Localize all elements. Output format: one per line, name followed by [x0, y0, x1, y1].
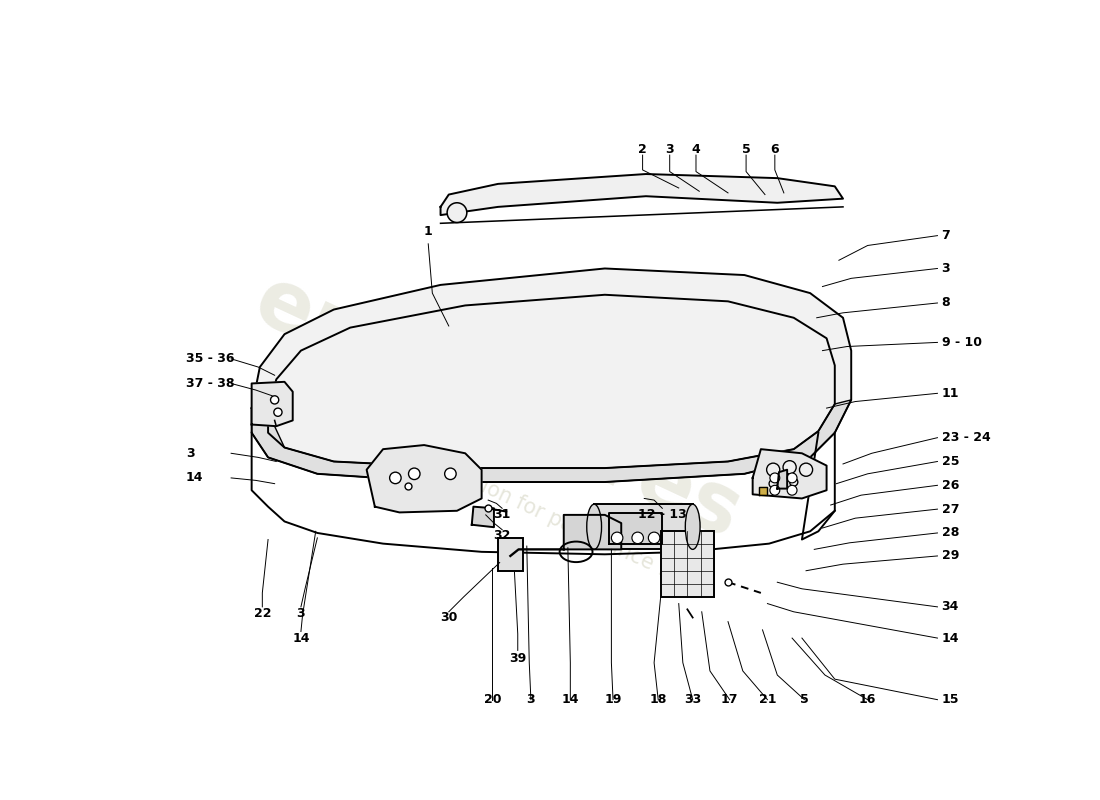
Text: 22: 22	[254, 607, 271, 620]
Ellipse shape	[685, 504, 700, 550]
Text: 1: 1	[424, 225, 432, 238]
Text: 14: 14	[942, 631, 959, 645]
Text: 29: 29	[942, 550, 959, 562]
Text: 3: 3	[942, 262, 950, 275]
Text: 9 - 10: 9 - 10	[942, 336, 981, 349]
Bar	[498, 538, 522, 570]
Text: 3: 3	[527, 693, 536, 706]
Circle shape	[389, 472, 402, 484]
Text: 14: 14	[562, 693, 579, 706]
Circle shape	[648, 532, 660, 544]
Text: 33: 33	[684, 693, 702, 706]
Ellipse shape	[586, 504, 602, 550]
Circle shape	[274, 408, 282, 416]
Circle shape	[770, 486, 780, 495]
Circle shape	[271, 396, 278, 404]
Polygon shape	[252, 400, 851, 482]
Text: 11: 11	[942, 387, 959, 400]
Text: 35 - 36: 35 - 36	[186, 352, 234, 366]
Text: 15: 15	[942, 693, 959, 706]
Circle shape	[408, 468, 420, 479]
Text: 2: 2	[638, 143, 647, 156]
Polygon shape	[440, 174, 843, 215]
Circle shape	[790, 478, 798, 486]
Text: 21: 21	[759, 693, 777, 706]
Text: 3: 3	[297, 607, 305, 620]
Circle shape	[444, 468, 456, 479]
Text: 6: 6	[770, 143, 779, 156]
Circle shape	[800, 463, 813, 476]
Text: 7: 7	[942, 229, 950, 242]
Bar	[661, 531, 714, 597]
Text: 20: 20	[484, 693, 500, 706]
Text: 3: 3	[666, 143, 674, 156]
Text: 14: 14	[186, 471, 204, 485]
Text: 34: 34	[942, 600, 959, 614]
Polygon shape	[609, 514, 662, 544]
Text: 26: 26	[942, 479, 959, 492]
Text: 25: 25	[942, 455, 959, 468]
Text: 28: 28	[942, 526, 959, 539]
Text: 17: 17	[720, 693, 738, 706]
Text: 14: 14	[293, 631, 310, 645]
Circle shape	[788, 486, 798, 495]
Circle shape	[631, 532, 644, 544]
Circle shape	[783, 461, 796, 474]
Text: 31: 31	[494, 508, 510, 522]
Circle shape	[767, 463, 780, 476]
Polygon shape	[366, 445, 482, 513]
Text: 3: 3	[186, 446, 195, 460]
Text: 19: 19	[604, 693, 622, 706]
Text: 37 - 38: 37 - 38	[186, 377, 234, 390]
Text: 5: 5	[800, 693, 808, 706]
Text: a passion for parts since 1985: a passion for parts since 1985	[417, 447, 711, 598]
Circle shape	[769, 479, 778, 488]
Polygon shape	[759, 487, 768, 495]
Text: eurospares: eurospares	[242, 260, 755, 556]
Polygon shape	[252, 269, 851, 482]
Polygon shape	[472, 506, 494, 527]
Text: 4: 4	[692, 143, 701, 156]
Bar	[594, 504, 693, 550]
Polygon shape	[563, 515, 622, 550]
Text: 27: 27	[942, 502, 959, 516]
Text: 23 - 24: 23 - 24	[942, 431, 990, 444]
Polygon shape	[752, 449, 826, 498]
Circle shape	[612, 532, 623, 544]
Text: 12 - 13: 12 - 13	[638, 508, 686, 522]
Circle shape	[770, 473, 780, 483]
Text: 5: 5	[741, 143, 750, 156]
Circle shape	[788, 473, 798, 483]
Text: 32: 32	[494, 529, 510, 542]
Polygon shape	[778, 470, 788, 489]
Text: 18: 18	[649, 693, 667, 706]
Polygon shape	[252, 382, 293, 426]
Circle shape	[447, 202, 466, 222]
Text: 30: 30	[440, 611, 458, 624]
Text: 39: 39	[509, 652, 527, 665]
Text: 16: 16	[859, 693, 877, 706]
Text: 8: 8	[942, 297, 950, 310]
